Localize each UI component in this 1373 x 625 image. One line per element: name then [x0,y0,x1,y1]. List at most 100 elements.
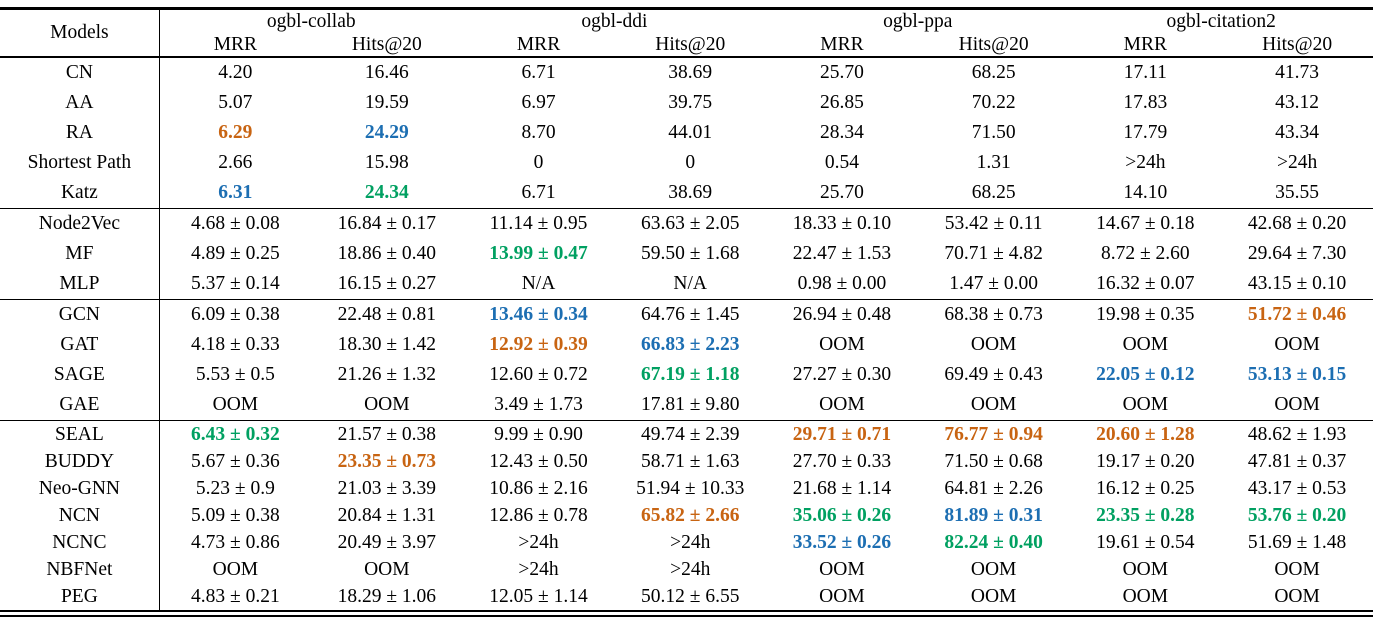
metric-value-cell: 14.10 [1123,182,1168,203]
metric-value-cell: OOM [364,558,410,580]
metric-value-cell: OOM [1122,334,1169,355]
metric-value-cell: 35.55 [1275,182,1320,203]
results-table: Models ogbl-collab ogbl-ddi ogbl-ppa ogbl-ci… [0,7,1373,617]
metric-value-cell: OOM [819,334,865,355]
metric-value-cell: 6.71 [521,62,556,83]
metric-value-cell: 20.60 ± 1.28 [1096,423,1195,445]
table-row: Node2Vec 4.68 ± 0.08 16.84 ± 0.17 11.14 ± 0… [0,208,1373,239]
metric-header: MRR [820,33,864,55]
metric-value-cell: >24h [1276,152,1318,173]
table-row: Katz 6.31 24.34 6.71 38.69 25.70 68.25 14.10 35.… [0,178,1373,209]
metric-value-cell: 19.17 ± 0.20 [1096,450,1195,472]
metric-value-cell: 2.66 [218,152,253,173]
metric-value-cell: 25.70 [819,182,864,203]
metric-value-cell: 5.09 ± 0.38 [191,504,280,526]
metric-value-cell: >24h [670,531,711,553]
metric-value-cell: 43.17 ± 0.53 [1247,477,1347,499]
metric-value-cell: 15.98 [364,152,409,173]
metric-header: Hits@20 [1262,33,1333,55]
metric-value-cell: 12.92 ± 0.39 [489,334,588,355]
model-name-cell: SEAL [0,420,160,448]
metric-value-cell: 68.25 [971,62,1016,83]
metric-header: Hits@20 [351,33,422,55]
metric-value-cell: 4.73 ± 0.86 [191,531,280,553]
metric-value-cell: OOM [1274,585,1320,607]
metric-value-cell: 51.72 ± 0.46 [1247,304,1347,325]
table-row: SEAL 6.43 ± 0.32 21.57 ± 0.38 9.99 ± 0.90 49… [0,420,1373,448]
metric-value-cell: 68.38 ± 0.73 [944,304,1043,325]
metric-value-cell: 58.71 ± 1.63 [641,450,740,472]
metric-value-cell: 4.20 [218,62,253,83]
metric-value-cell: 43.34 [1275,122,1320,143]
table-row: NCNC 4.73 ± 0.86 20.49 ± 3.97 >24h >24h 33.52… [0,529,1373,556]
metric-value-cell: 1.47 ± 0.00 [949,273,1038,294]
metric-value-cell: 22.05 ± 0.12 [1096,364,1195,385]
metric-value-cell: 6.71 [521,182,556,203]
metric-value-cell: 12.86 ± 0.78 [489,504,588,526]
metric-value-cell: 63.63 ± 2.05 [641,213,740,234]
dataset-group-header: ogbl-citation2 [1166,10,1276,32]
metric-value-cell: 5.07 [218,92,253,113]
metric-value-cell: 28.34 [819,122,864,143]
model-name-cell: GAE [0,390,160,421]
metric-value-cell: 20.84 ± 1.31 [337,504,437,526]
table-section: GCN 6.09 ± 0.38 22.48 ± 0.81 13.46 ± 0.34 64… [0,299,1373,421]
metric-value-cell: 18.29 ± 1.06 [337,585,437,607]
metric-value-cell: 26.85 [819,92,864,113]
metric-value-cell: 21.57 ± 0.38 [337,423,437,445]
metric-value-cell: 10.86 ± 2.16 [489,477,588,499]
metric-header: MRR [1123,33,1168,55]
metric-value-cell: 44.01 [668,122,713,143]
metric-value-cell: 8.72 ± 2.60 [1100,243,1190,264]
metric-value-cell: >24h [518,531,559,553]
metric-value-cell: >24h [518,558,559,580]
metric-value-cell: 17.83 [1123,92,1168,113]
model-name-cell: MF [0,239,160,269]
metric-value-cell: 29.71 ± 0.71 [792,423,892,445]
model-name-cell: MLP [0,269,160,300]
metric-value-cell: 16.46 [364,62,409,83]
metric-value-cell: 42.68 ± 0.20 [1247,213,1347,234]
metric-value-cell: 17.81 ± 9.80 [641,394,740,415]
metric-value-cell: 69.49 ± 0.43 [944,364,1043,385]
model-name-cell: NCN [0,502,160,529]
model-name-cell: PEG [0,583,160,614]
metric-value-cell: 4.68 ± 0.08 [191,213,280,234]
table-row: GAT 4.18 ± 0.33 18.30 ± 1.42 12.92 ± 0.39 66… [0,330,1373,360]
metric-value-cell: 12.60 ± 0.72 [489,364,588,385]
metric-value-cell: 4.89 ± 0.25 [191,243,280,264]
metric-value-cell: 48.62 ± 1.93 [1247,423,1347,445]
model-name-cell: CN [0,57,160,88]
metric-value-cell: 1.31 [976,152,1011,173]
metric-value-cell: 19.59 [364,92,409,113]
metric-value-cell: 43.15 ± 0.10 [1247,273,1347,294]
metric-value-cell: 3.49 ± 1.73 [494,394,583,415]
metric-value-cell: 27.70 ± 0.33 [792,450,892,472]
model-name-cell: NBFNet [0,556,160,583]
models-column-header: Models [0,8,160,57]
metric-value-cell: 19.61 ± 0.54 [1096,531,1195,553]
metric-value-cell: 18.33 ± 0.10 [792,213,892,234]
metric-value-cell: 20.49 ± 3.97 [337,531,437,553]
metric-value-cell: 41.73 [1275,62,1320,83]
metric-value-cell: 14.67 ± 0.18 [1096,213,1195,234]
metric-value-cell: 6.31 [218,182,253,203]
table-row: MLP 5.37 ± 0.14 16.15 ± 0.27 N/A N/A 0.98 ± 0… [0,269,1373,300]
model-name-cell: NCNC [0,529,160,556]
dataset-group-header: ogbl-collab [266,10,356,32]
model-name-cell: RA [0,118,160,148]
metric-value-cell: 16.84 ± 0.17 [337,213,437,234]
metric-value-cell: 64.76 ± 1.45 [641,304,740,325]
metric-value-cell: 6.09 ± 0.38 [191,304,280,325]
metric-value-cell: OOM [819,394,865,415]
metric-value-cell: 24.29 [364,122,409,143]
metric-value-cell: 24.34 [364,182,409,203]
metric-value-cell: OOM [970,585,1017,607]
metric-value-cell: 16.12 ± 0.25 [1096,477,1195,499]
metric-value-cell: 6.29 [218,122,253,143]
metric-value-cell: 43.12 [1275,92,1320,113]
metric-header-row: MRR Hits@20 MRR Hits@20 MRR Hits@20 MRR Hits@20 [0,33,1373,57]
metric-value-cell: 26.94 ± 0.48 [792,304,892,325]
metric-value-cell: OOM [1122,585,1169,607]
metric-value-cell: 16.15 ± 0.27 [337,273,437,294]
